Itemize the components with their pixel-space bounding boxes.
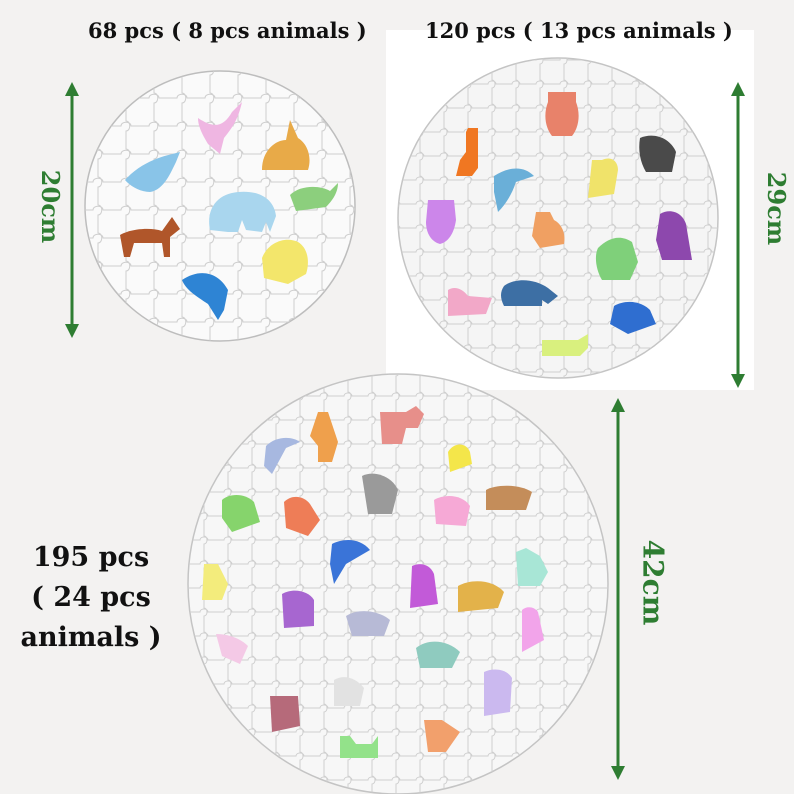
large-puzzle-label: 195 pcs ( 24 pcs animals ) (16, 538, 166, 658)
bird-icon (198, 102, 242, 154)
whale-icon (610, 301, 656, 334)
bear-icon (262, 239, 308, 284)
elephant-icon (209, 191, 276, 232)
medium-dimension-label: 29cm (762, 171, 792, 246)
cat-icon (426, 200, 456, 244)
dolphin-icon (330, 540, 370, 584)
gorilla-icon (639, 135, 676, 172)
arrow-42cm (611, 398, 625, 780)
horse-icon (120, 217, 180, 257)
giraffe-icon (456, 128, 478, 176)
owl-icon (282, 590, 314, 628)
bear-icon (486, 485, 532, 510)
cat-icon (340, 736, 378, 758)
owl-icon (484, 669, 512, 716)
large-puzzle-label-line: 195 pcs (32, 542, 150, 573)
medium-puzzle (397, 57, 719, 379)
elephant-icon (346, 611, 390, 636)
dolphin-icon (264, 437, 300, 474)
small-puzzle-label: 68 pcs ( 8 pcs animals ) (88, 18, 367, 43)
bird-icon (216, 634, 248, 664)
dolphin-icon (182, 273, 228, 320)
dolphin-icon (494, 168, 534, 212)
cat-icon (202, 564, 228, 600)
horse-icon (380, 406, 424, 444)
gorilla-icon (362, 473, 398, 514)
large-puzzle-label-line: animals ) (20, 622, 162, 653)
duck-icon (448, 444, 472, 472)
cat-icon (542, 334, 588, 356)
penguin-icon (656, 211, 692, 260)
rabbit-icon (448, 288, 492, 316)
arrow-20cm (65, 82, 79, 338)
fox-icon (290, 183, 338, 211)
bird-icon (516, 548, 548, 586)
squirrel-icon (595, 237, 638, 280)
small-puzzle (84, 70, 356, 342)
rabbit-icon (262, 120, 310, 170)
dolphin-icon (125, 152, 180, 192)
bear-icon (270, 696, 300, 732)
medium-puzzle-label: 120 pcs ( 13 pcs animals ) (425, 18, 733, 43)
penguin-icon (410, 564, 438, 608)
large-puzzle (187, 373, 609, 794)
whale-icon (416, 641, 460, 668)
arrow-29cm (731, 82, 745, 388)
large-puzzle-label-line: ( 24 pcs (31, 582, 151, 613)
rabbit-icon (334, 677, 364, 706)
giraffe-icon (310, 412, 338, 462)
elephant-icon (501, 280, 558, 306)
cat-icon (424, 720, 460, 752)
fox-icon (532, 212, 565, 248)
bear-icon (458, 581, 504, 612)
cat-icon (588, 158, 618, 198)
bear-icon (222, 495, 260, 532)
squirrel-icon (284, 496, 320, 536)
large-dimension-label: 42cm (636, 539, 670, 626)
pig-icon (434, 496, 470, 526)
bear-icon (545, 92, 579, 136)
rabbit-icon (522, 607, 544, 652)
small-dimension-label: 20cm (36, 169, 66, 244)
